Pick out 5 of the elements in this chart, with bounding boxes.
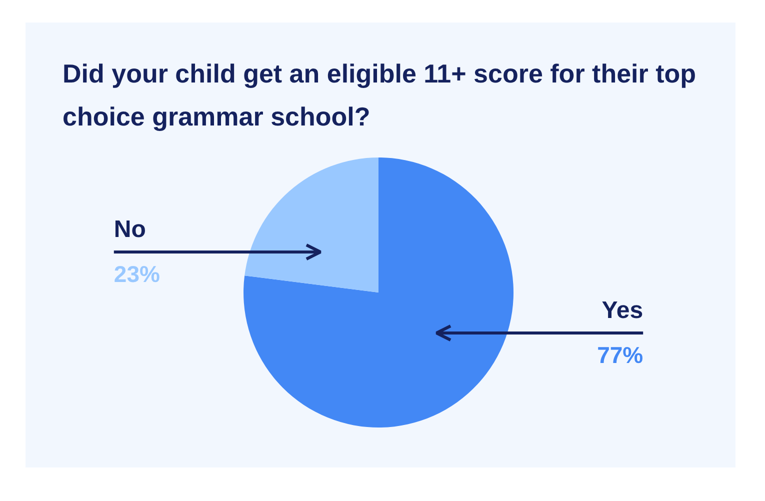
chart-title: Did your child get an eligible 11+ score for their top choice grammar school?	[62, 58, 696, 132]
slice-label: Yes	[602, 297, 644, 324]
slice-label: No	[114, 216, 146, 243]
data-label: 23%	[114, 260, 160, 287]
data-label: 77%	[597, 342, 644, 368]
